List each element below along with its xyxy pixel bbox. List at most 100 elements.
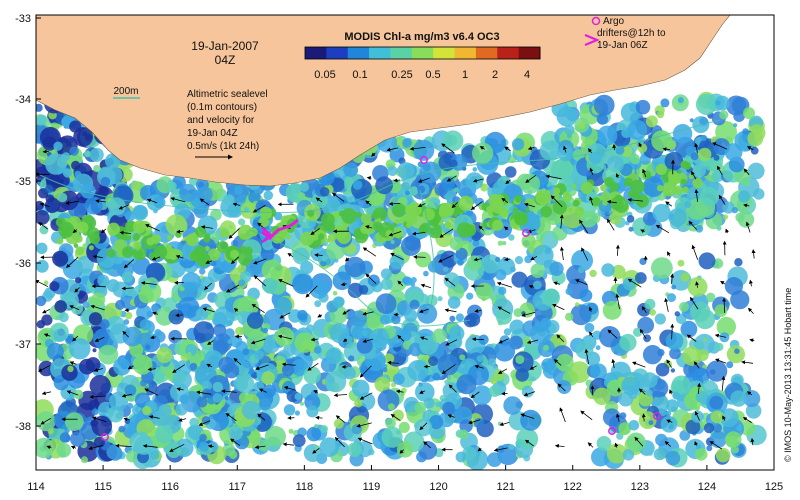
- chl-patch: [223, 194, 235, 206]
- chl-patch: [596, 113, 609, 125]
- velocity-arrow: [281, 362, 296, 367]
- velocity-arrow: [395, 389, 404, 394]
- chl-patch: [243, 207, 250, 213]
- chl-patch: [181, 272, 201, 292]
- chl-patch: [564, 124, 575, 136]
- chl-patch: [555, 353, 574, 372]
- x-tick-label: 116: [161, 481, 179, 493]
- chl-patch: [38, 360, 55, 377]
- chl-patch: [91, 408, 99, 416]
- velocity-arrow: [545, 174, 562, 180]
- chl-patch: [668, 208, 687, 227]
- chl-patch: [657, 348, 665, 357]
- velocity-arrow: [588, 148, 593, 154]
- chl-patch: [261, 371, 275, 385]
- chl-patch: [242, 348, 250, 356]
- velocity-arrow: [743, 168, 750, 176]
- chl-patch: [442, 130, 464, 152]
- chl-patch: [734, 348, 740, 355]
- chl-patch: [89, 147, 104, 162]
- velocity-arrow: [314, 253, 323, 258]
- chl-patch: [713, 154, 720, 161]
- chl-patch: [458, 429, 469, 440]
- velocity-arrow: [616, 413, 620, 422]
- velocity-arrow: [92, 254, 103, 259]
- chl-patch: [375, 293, 397, 314]
- velocity-arrow: [641, 306, 647, 314]
- velocity-arrow: [747, 146, 754, 151]
- velocity-arrow: [122, 330, 129, 338]
- chl-patch: [236, 375, 255, 394]
- velocity-arrow: [688, 220, 697, 230]
- chl-patch: [350, 310, 368, 328]
- velocity-arrow: [228, 228, 240, 239]
- chl-patch: [300, 260, 314, 275]
- chl-patch: [347, 282, 363, 298]
- chl-patch: [577, 266, 585, 273]
- velocity-arrow: [251, 303, 265, 314]
- chl-patch: [107, 197, 126, 216]
- chl-patch: [738, 190, 751, 203]
- velocity-arrow: [553, 359, 562, 366]
- chl-patch: [692, 177, 703, 189]
- velocity-arrow: [69, 305, 80, 311]
- velocity-arrow: [118, 204, 130, 210]
- velocity-arrow: [95, 199, 107, 204]
- chl-patch: [596, 436, 612, 451]
- velocity-arrow: [40, 417, 52, 425]
- chl-patch: [532, 280, 542, 290]
- colorbar-title: MODIS Chl-a mg/m3 v6.4 OC3: [344, 31, 499, 43]
- x-axis-ticks: 114 115 116 117 118 119 120 121 122 123 124 125: [27, 465, 783, 493]
- chl-patch: [629, 153, 640, 165]
- chl-patch: [626, 215, 635, 223]
- velocity-arrow: [718, 194, 726, 205]
- chl-patch: [382, 367, 388, 373]
- velocity-arrow: [204, 282, 212, 291]
- chl-patch: [557, 145, 574, 162]
- velocity-arrow: [664, 441, 671, 447]
- velocity-arrow: [417, 203, 426, 208]
- chl-patch: [715, 342, 724, 351]
- velocity-arrow: [493, 447, 508, 452]
- chl-patch: [644, 298, 656, 310]
- date-label: 19-Jan-2007: [191, 39, 259, 53]
- chl-patch: [67, 365, 74, 373]
- velocity-arrow: [36, 280, 49, 288]
- velocity-arrow: [334, 437, 345, 448]
- chl-patch: [575, 340, 594, 359]
- chl-patch: [589, 269, 597, 278]
- velocity-arrow: [712, 142, 728, 150]
- velocity-arrow: [362, 247, 377, 257]
- chl-patch: [115, 299, 126, 310]
- velocity-arrow: [664, 297, 669, 312]
- chl-patch: [257, 439, 270, 452]
- chl-patch: [552, 200, 568, 215]
- chl-patch: [404, 308, 418, 322]
- chl-patch: [36, 259, 49, 273]
- chl-patch: [682, 186, 689, 194]
- chl-patch: [458, 195, 474, 211]
- x-tick-label: 118: [296, 481, 314, 493]
- chl-patch: [628, 226, 634, 232]
- chl-patch: [397, 441, 414, 458]
- velocity-arrow: [279, 312, 291, 319]
- chl-patch: [186, 352, 192, 357]
- colorbar-segment: [326, 47, 349, 59]
- velocity-arrow: [121, 393, 133, 398]
- velocity-arrow: [175, 313, 183, 318]
- chl-patch: [463, 217, 469, 223]
- velocity-arrow: [123, 259, 135, 269]
- argo-drifter-marker: [608, 427, 616, 435]
- chl-patch: [657, 168, 663, 174]
- velocity-arrow: [615, 173, 620, 179]
- chl-patch: [36, 207, 39, 212]
- chl-patch: [623, 177, 634, 187]
- y-tick-label: -33: [15, 13, 31, 25]
- chl-patch: [665, 332, 684, 350]
- chl-patch: [630, 179, 645, 194]
- chl-patch: [394, 219, 400, 224]
- chl-patch: [645, 389, 654, 397]
- velocity-arrow: [253, 258, 267, 265]
- velocity-arrow: [206, 363, 213, 368]
- velocity-arrow: [746, 391, 753, 396]
